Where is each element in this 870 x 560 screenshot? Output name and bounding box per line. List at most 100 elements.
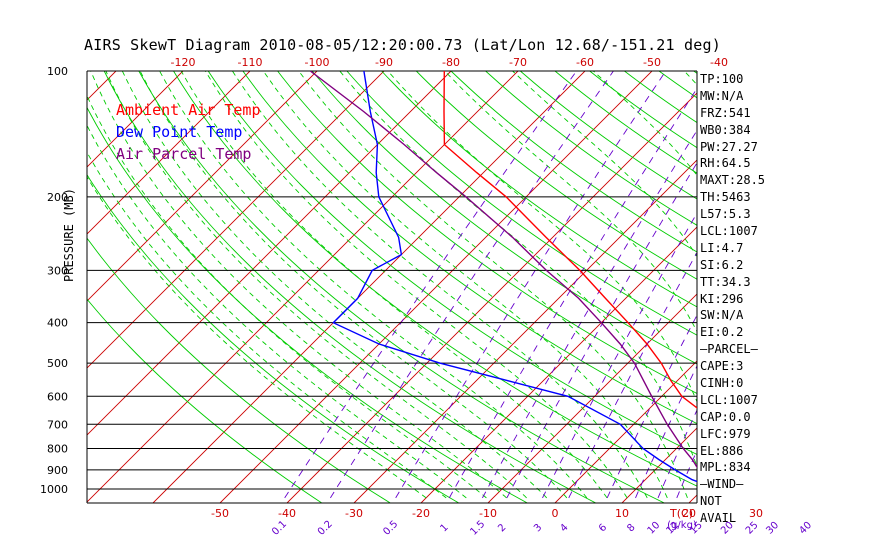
mixing-ratio-tick-label: 10 [646, 520, 663, 537]
moist-adiabat-line [180, 71, 608, 499]
top-temp-tick-label: -80 [442, 56, 460, 69]
series-line-1 [332, 71, 697, 483]
moist-adiabat-line [262, 71, 668, 499]
moist-adiabat-line [204, 71, 628, 499]
panel-item: MW:N/A [700, 88, 744, 103]
mixing-ratio-tick-label: 1 [438, 522, 450, 534]
dry-adiabat-line [103, 71, 597, 503]
panel-item: NOT [700, 494, 722, 509]
y-axis-label: PRESSURE (MB) [62, 188, 76, 282]
mixing-ratio-tick-label: 3 [532, 522, 544, 534]
bottom-temp-tick-label: -30 [345, 507, 363, 520]
panel-item: LI:4.7 [700, 240, 744, 255]
panel-item: LCL:1007 [700, 392, 758, 407]
top-temp-tick-label: -120 [171, 56, 196, 69]
isotherm-line [621, 427, 697, 503]
dry-adiabat-line [138, 71, 665, 503]
moist-adiabat-line [232, 71, 648, 499]
isotherm-line [353, 159, 697, 503]
pressure-tick-label: 1000 [40, 483, 68, 496]
top-temp-tick-label: -60 [576, 56, 594, 69]
panel-item: AVAIL [700, 511, 737, 526]
panel-item: EI:0.2 [700, 325, 744, 340]
dry-adiabat-line [450, 71, 697, 253]
panel-item: MAXT:28.5 [700, 173, 766, 188]
bottom-temp-tick-label: -40 [278, 507, 296, 520]
mixing-ratio-line [395, 71, 667, 499]
isobar-lines [86, 70, 698, 504]
series-line-2 [309, 71, 697, 469]
temp-unit-label: T(C) [669, 507, 693, 520]
dry-adiabat-line [381, 71, 697, 308]
dry-adiabat-line [346, 71, 697, 336]
top-temp-tick-label: -90 [375, 56, 393, 69]
mixing-ratio-tick-label: 0.1 [270, 519, 289, 538]
moist-adiabat-line [121, 71, 548, 499]
mixing-ratio-tick-label: 1.5 [468, 519, 487, 538]
dry-adiabat-line [415, 71, 697, 280]
mixing-ratio-tick-label: 8 [625, 522, 637, 534]
bottom-temp-tick-label: 20 [682, 507, 696, 520]
mixing-ratio-tick-label: 6 [597, 522, 609, 534]
pressure-tick-label: 500 [47, 357, 68, 370]
dry-adiabat-line [485, 71, 697, 226]
pressure-tick-label: 200 [47, 191, 68, 204]
isotherm-line [87, 71, 385, 369]
dry-adiabat-line [520, 71, 697, 200]
panel-item: SI:6.2 [700, 257, 744, 272]
panel-item: CAP:0.0 [700, 409, 751, 424]
isotherm-line [0, 71, 49, 503]
mixing-ratio-tick-label: 0.2 [316, 519, 335, 538]
top-temp-tick-label: -110 [238, 56, 263, 69]
panel-item: CAPE:3 [700, 359, 744, 374]
panel-item: FRZ:541 [700, 105, 751, 120]
profile-curves [309, 71, 697, 483]
dry-adiabat-line [87, 298, 323, 503]
isotherm-line [219, 71, 653, 503]
isotherm-line [286, 92, 697, 503]
top-temp-tick-label: -70 [509, 56, 527, 69]
panel-item: WB0:384 [700, 122, 751, 137]
isotherm-line [87, 71, 519, 503]
mixing-ratio-line [284, 71, 577, 499]
panel-item: CINH:0 [700, 376, 744, 391]
bottom-temp-tick-label: 0 [552, 507, 559, 520]
pressure-tick-label: 700 [47, 418, 68, 431]
panel-item: MPL:834 [700, 460, 751, 475]
mixing-ratio-line [330, 71, 614, 499]
pressure-tick-label: 900 [47, 464, 68, 477]
dry-adiabat-line [277, 71, 697, 394]
dry-adiabat-line [554, 71, 697, 174]
mixing-ratio-tick-label: 4 [558, 522, 570, 534]
moist-adiabat-line [159, 71, 588, 499]
chart-title: AIRS SkewT Diagram 2010-08-05/12:20:00.7… [84, 36, 721, 54]
pressure-tick-label: 300 [47, 264, 68, 277]
dry-adiabat-line [87, 173, 460, 503]
panel-item: —PARCEL— [700, 342, 758, 357]
pressure-tick-label: 100 [47, 65, 68, 78]
bottom-temp-tick-label: 10 [615, 507, 629, 520]
moist-adiabat-line [105, 71, 527, 499]
mixing-ratio-line [542, 212, 697, 499]
isotherm-line [87, 71, 117, 101]
moist-adiabat-line [339, 71, 697, 468]
isotherm-line [87, 71, 251, 235]
isotherm-line [87, 71, 318, 302]
dry-adiabat-line [242, 71, 697, 425]
panel-item: KI:296 [700, 291, 744, 306]
bottom-temp-tick-label: -20 [412, 507, 430, 520]
panel-item: EL:886 [700, 443, 744, 458]
pressure-tick-label: 400 [47, 317, 68, 330]
moist-adiabat-line [90, 71, 507, 499]
panel-item: TP:100 [700, 72, 744, 86]
mixing-ratio-tick-label: 2 [496, 522, 508, 534]
top-temp-tick-label: -50 [643, 56, 661, 69]
panel-item: —WIND— [700, 477, 744, 492]
top-temp-tick-label: -100 [305, 56, 330, 69]
pressure-tick-label: 800 [47, 442, 68, 455]
dry-adiabat-line [207, 71, 697, 455]
legend-air-parcel-temp: Air Parcel Temp [116, 145, 252, 163]
mixing-ratio-tick-label: 0.5 [381, 519, 400, 538]
panel-item: L57:5.3 [700, 207, 751, 222]
